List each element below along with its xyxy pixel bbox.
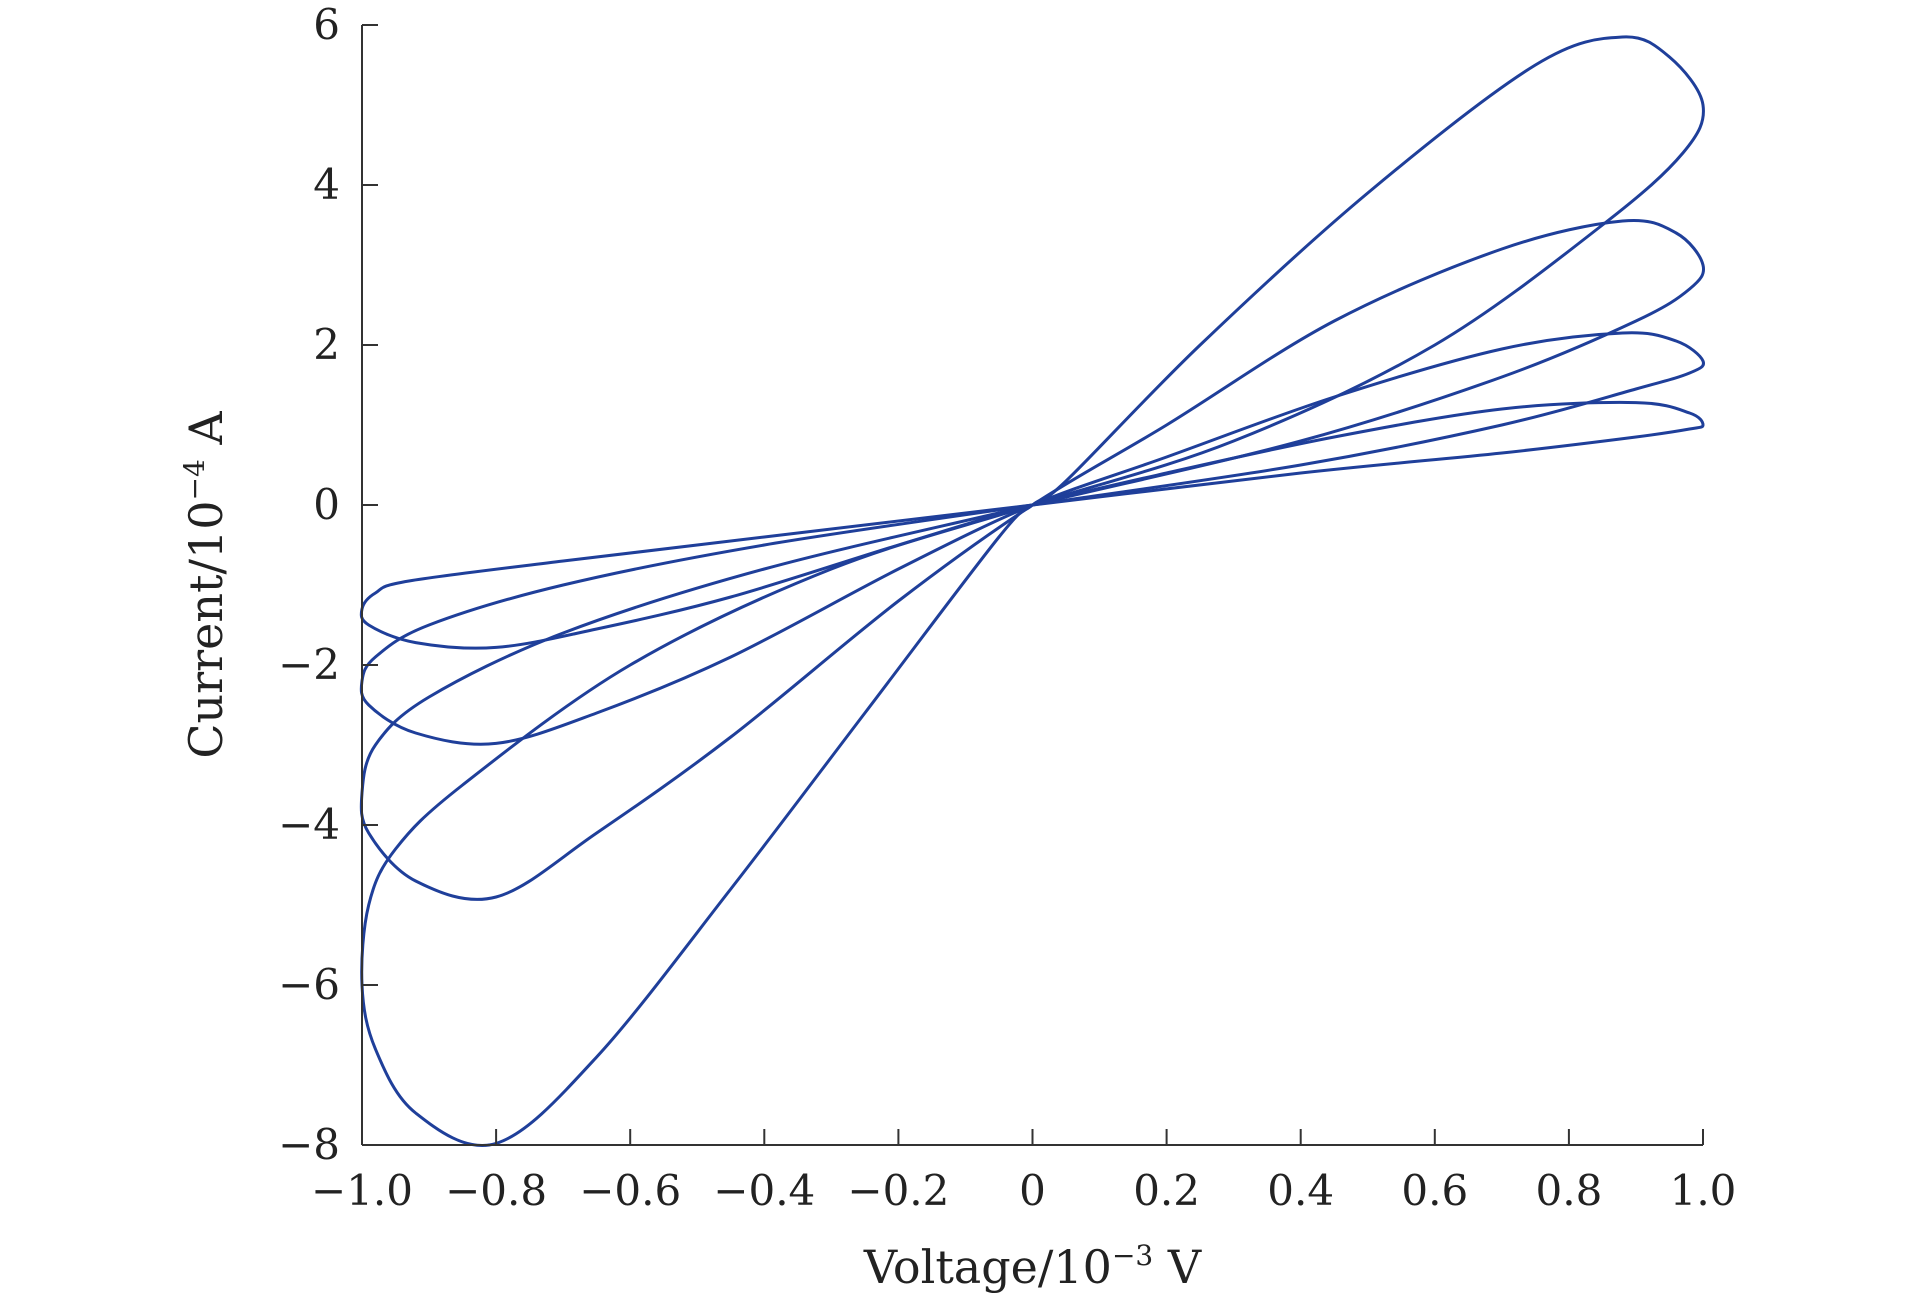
x-tick-label: 0 [1019,1166,1046,1215]
y-axis-label-exp: −4 [178,459,211,500]
x-tick-label: −1.0 [311,1166,413,1215]
y-tick-label: −2 [278,640,340,689]
x-axis-label: Voltage/10−3 V [863,1239,1202,1294]
x-tick-label: 0.8 [1536,1166,1603,1215]
hysteresis-loop-3 [359,331,1706,746]
hysteresis-curves [359,35,1706,1147]
x-tick-label: 0.4 [1267,1166,1334,1215]
y-tick-label: 4 [313,160,340,209]
x-axis-label-exp: −3 [1112,1239,1153,1272]
hysteresis-loop-2 [359,218,1706,901]
y-tick-label: −8 [278,1120,340,1169]
y-tick-label: 6 [313,0,340,49]
y-ticks: −8 −6 −4 −2 0 2 4 6 [278,0,378,1169]
x-tick-label: −0.6 [579,1166,681,1215]
hysteresis-loop-4 [359,400,1705,650]
x-tick-label: −0.8 [445,1166,547,1215]
y-axis-label-base: Current/10 [179,500,233,758]
x-ticks: −1.0 −0.8 −0.6 −0.4 −0.2 0 0.2 0.4 0.6 0.8 1.0 [311,1129,1736,1215]
x-axis-label-unit: V [1153,1240,1202,1294]
y-tick-label: 2 [313,320,340,369]
y-axis-label-unit: A [179,411,233,460]
y-tick-label: −6 [278,960,340,1009]
y-tick-label: −4 [278,800,340,849]
x-tick-label: −0.4 [713,1166,815,1215]
y-axis-label: Current/10−4 A [178,411,233,759]
y-tick-label: 0 [313,480,340,529]
x-axis-label-base: Voltage/10 [863,1240,1112,1294]
hysteresis-loop-1 [360,35,1705,1147]
x-tick-label: 0.2 [1133,1166,1200,1215]
x-tick-label: 1.0 [1670,1166,1737,1215]
x-tick-label: 0.6 [1401,1166,1468,1215]
x-tick-label: −0.2 [847,1166,949,1215]
